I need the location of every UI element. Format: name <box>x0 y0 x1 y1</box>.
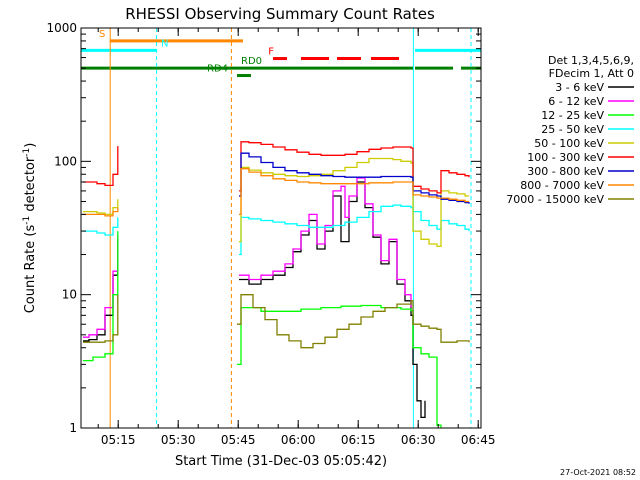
legend-entry-label-5: 100 - 300 keV <box>527 151 604 164</box>
series-line-7 <box>83 168 469 217</box>
series-line-4 <box>83 157 469 248</box>
legend-entry-label-6: 300 - 800 keV <box>527 165 604 178</box>
x-axis-label: Start Time (31-Dec-03 05:05:42) <box>175 454 387 469</box>
flag-s-label: S <box>99 29 105 40</box>
y-tick-label-0: 1 <box>69 421 77 435</box>
axes: 05:15 05:30 05:45 06:00 06:15 06:30 06:45 1 10 10… <box>46 21 495 447</box>
legend-entry-label-8: 7000 - 15000 keV <box>506 193 604 206</box>
legend-entry-label-4: 50 - 100 keV <box>534 137 604 150</box>
chart-title: RHESSI Observing Summary Count Rates <box>125 5 435 23</box>
y-axis-label-end: ) <box>23 143 38 148</box>
x-tick-label-5: 06:30 <box>401 433 436 447</box>
plot-frame <box>80 27 482 429</box>
series-line-8 <box>83 294 470 349</box>
legend-entry-label-3: 25 - 50 keV <box>541 123 604 136</box>
x-tick-label-0: 05:15 <box>101 433 136 447</box>
series-line-5 <box>83 141 470 194</box>
y-axis-label-exp2: -1 <box>22 148 32 157</box>
flag-n-label: N <box>161 38 168 49</box>
series-line-2 <box>83 231 442 428</box>
y-tick-label-3: 1000 <box>46 21 77 35</box>
x-tick-label-1: 05:30 <box>161 433 196 447</box>
flag-f-label: F <box>268 47 274 58</box>
y-axis-label-exp1: -1 <box>22 216 32 225</box>
flag-rd0-label: RD0 <box>241 56 262 67</box>
y-axis-label-mid: detector <box>23 156 38 216</box>
y-axis-label-main: Count Rate (s <box>23 225 38 314</box>
flag-bars: S N F RD0 RD4 <box>81 29 481 78</box>
render-timestamp: 27-Oct-2021 08:52 <box>560 468 636 477</box>
y-tick-label-2: 100 <box>54 154 77 168</box>
y-tick-label-1: 10 <box>62 288 77 302</box>
legend-header-decimation: FDecim 1, Att 0 <box>549 67 634 80</box>
series-lines <box>83 141 470 428</box>
legend-entry-label-7: 800 - 7000 keV <box>520 179 604 192</box>
legend-header-detectors: Det 1,3,4,5,6,9, <box>548 54 634 67</box>
legend-entry-label-2: 12 - 25 keV <box>541 109 604 122</box>
series-line-6 <box>239 152 470 204</box>
x-tick-label-2: 05:45 <box>221 433 256 447</box>
series-line-1 <box>83 177 412 338</box>
flag-rd4-label: RD4 <box>207 64 228 75</box>
y-axis-label: Count Rate (s-1 detector-1) <box>22 143 38 314</box>
legend-entry-label-0: 3 - 6 keV <box>555 81 604 94</box>
x-tick-label-4: 06:15 <box>341 433 376 447</box>
legend: Det 1,3,4,5,6,9, FDecim 1, Att 0 3 - 6 k… <box>506 54 634 206</box>
legend-entry-label-1: 6 - 12 keV <box>548 95 604 108</box>
x-tick-label-6: 06:45 <box>461 433 496 447</box>
x-tick-label-3: 06:00 <box>281 433 316 447</box>
